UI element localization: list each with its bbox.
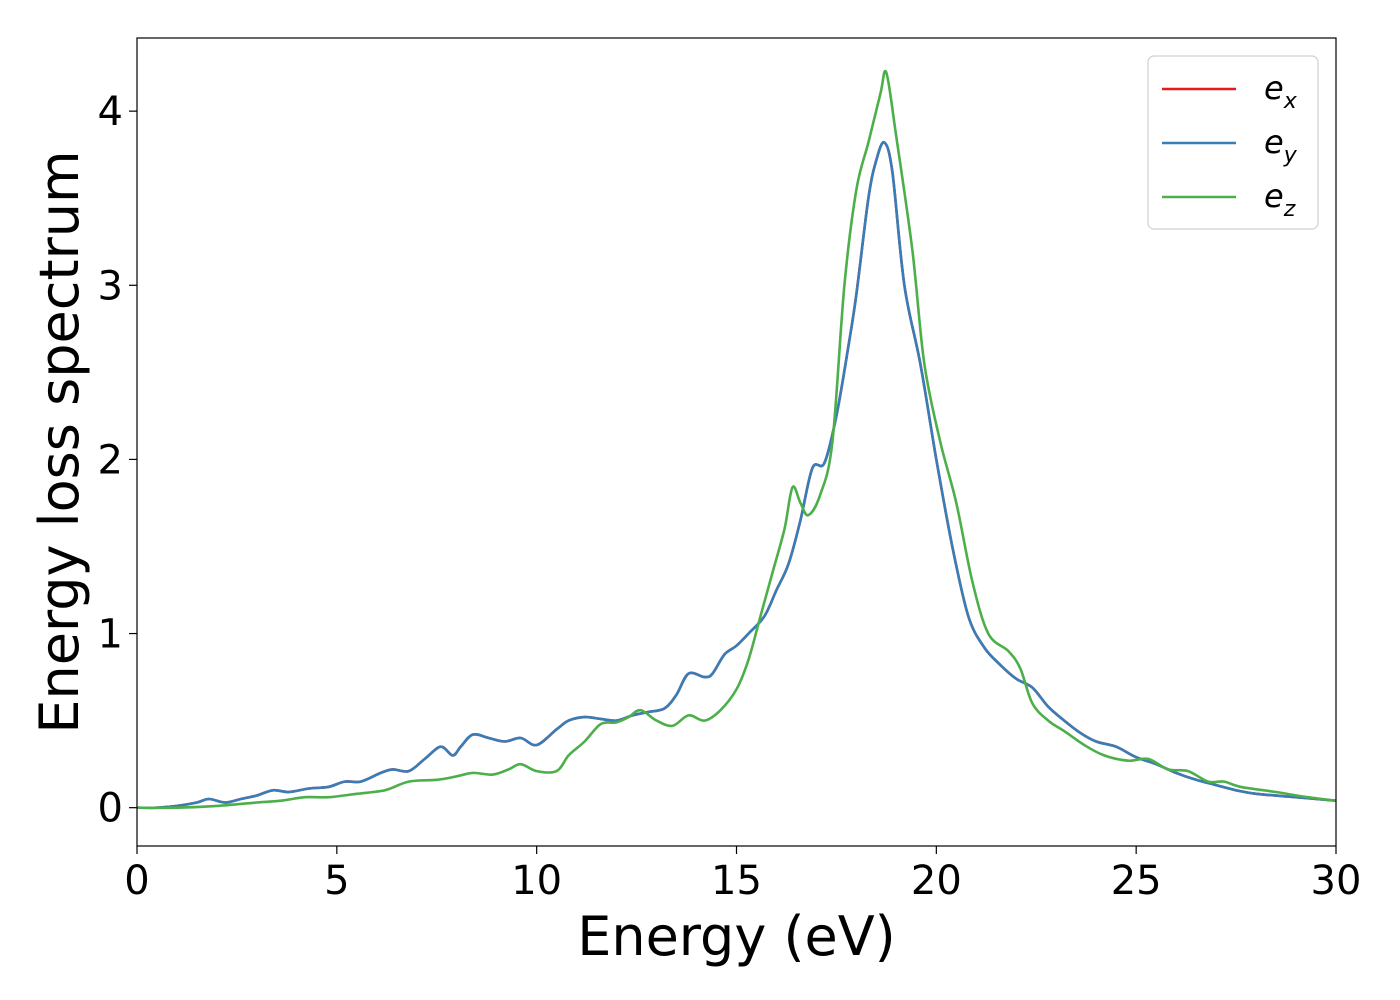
series-layer <box>137 69 1336 810</box>
series-line-z <box>137 69 1336 810</box>
x-tick-label: 10 <box>511 858 562 904</box>
series-line-y <box>137 140 1336 810</box>
x-tick-label: 5 <box>324 858 349 904</box>
legend-label-y: ey <box>1264 123 1298 168</box>
y-axis: 0 1 2 3 4 <box>98 89 137 832</box>
x-tick-label: 15 <box>711 858 762 904</box>
x-axis: 0 5 10 15 20 25 30 <box>124 846 1361 904</box>
x-tick-label: 0 <box>124 858 149 904</box>
legend: ex ey ez <box>1147 55 1319 230</box>
y-tick-label: 0 <box>98 786 123 832</box>
x-axis-label: Energy (eV) <box>577 905 896 968</box>
x-tick-label: 25 <box>1111 858 1162 904</box>
y-tick-label: 3 <box>98 263 123 309</box>
y-tick-label: 2 <box>98 437 123 483</box>
legend-label-z: ez <box>1264 177 1296 222</box>
x-tick-label: 30 <box>1311 858 1362 904</box>
legend-label-x: ex <box>1264 69 1298 114</box>
y-tick-label: 4 <box>98 89 123 135</box>
x-tick-label: 20 <box>911 858 962 904</box>
y-axis-label: Energy loss spectrum <box>28 150 91 733</box>
y-tick-label: 1 <box>98 612 123 658</box>
